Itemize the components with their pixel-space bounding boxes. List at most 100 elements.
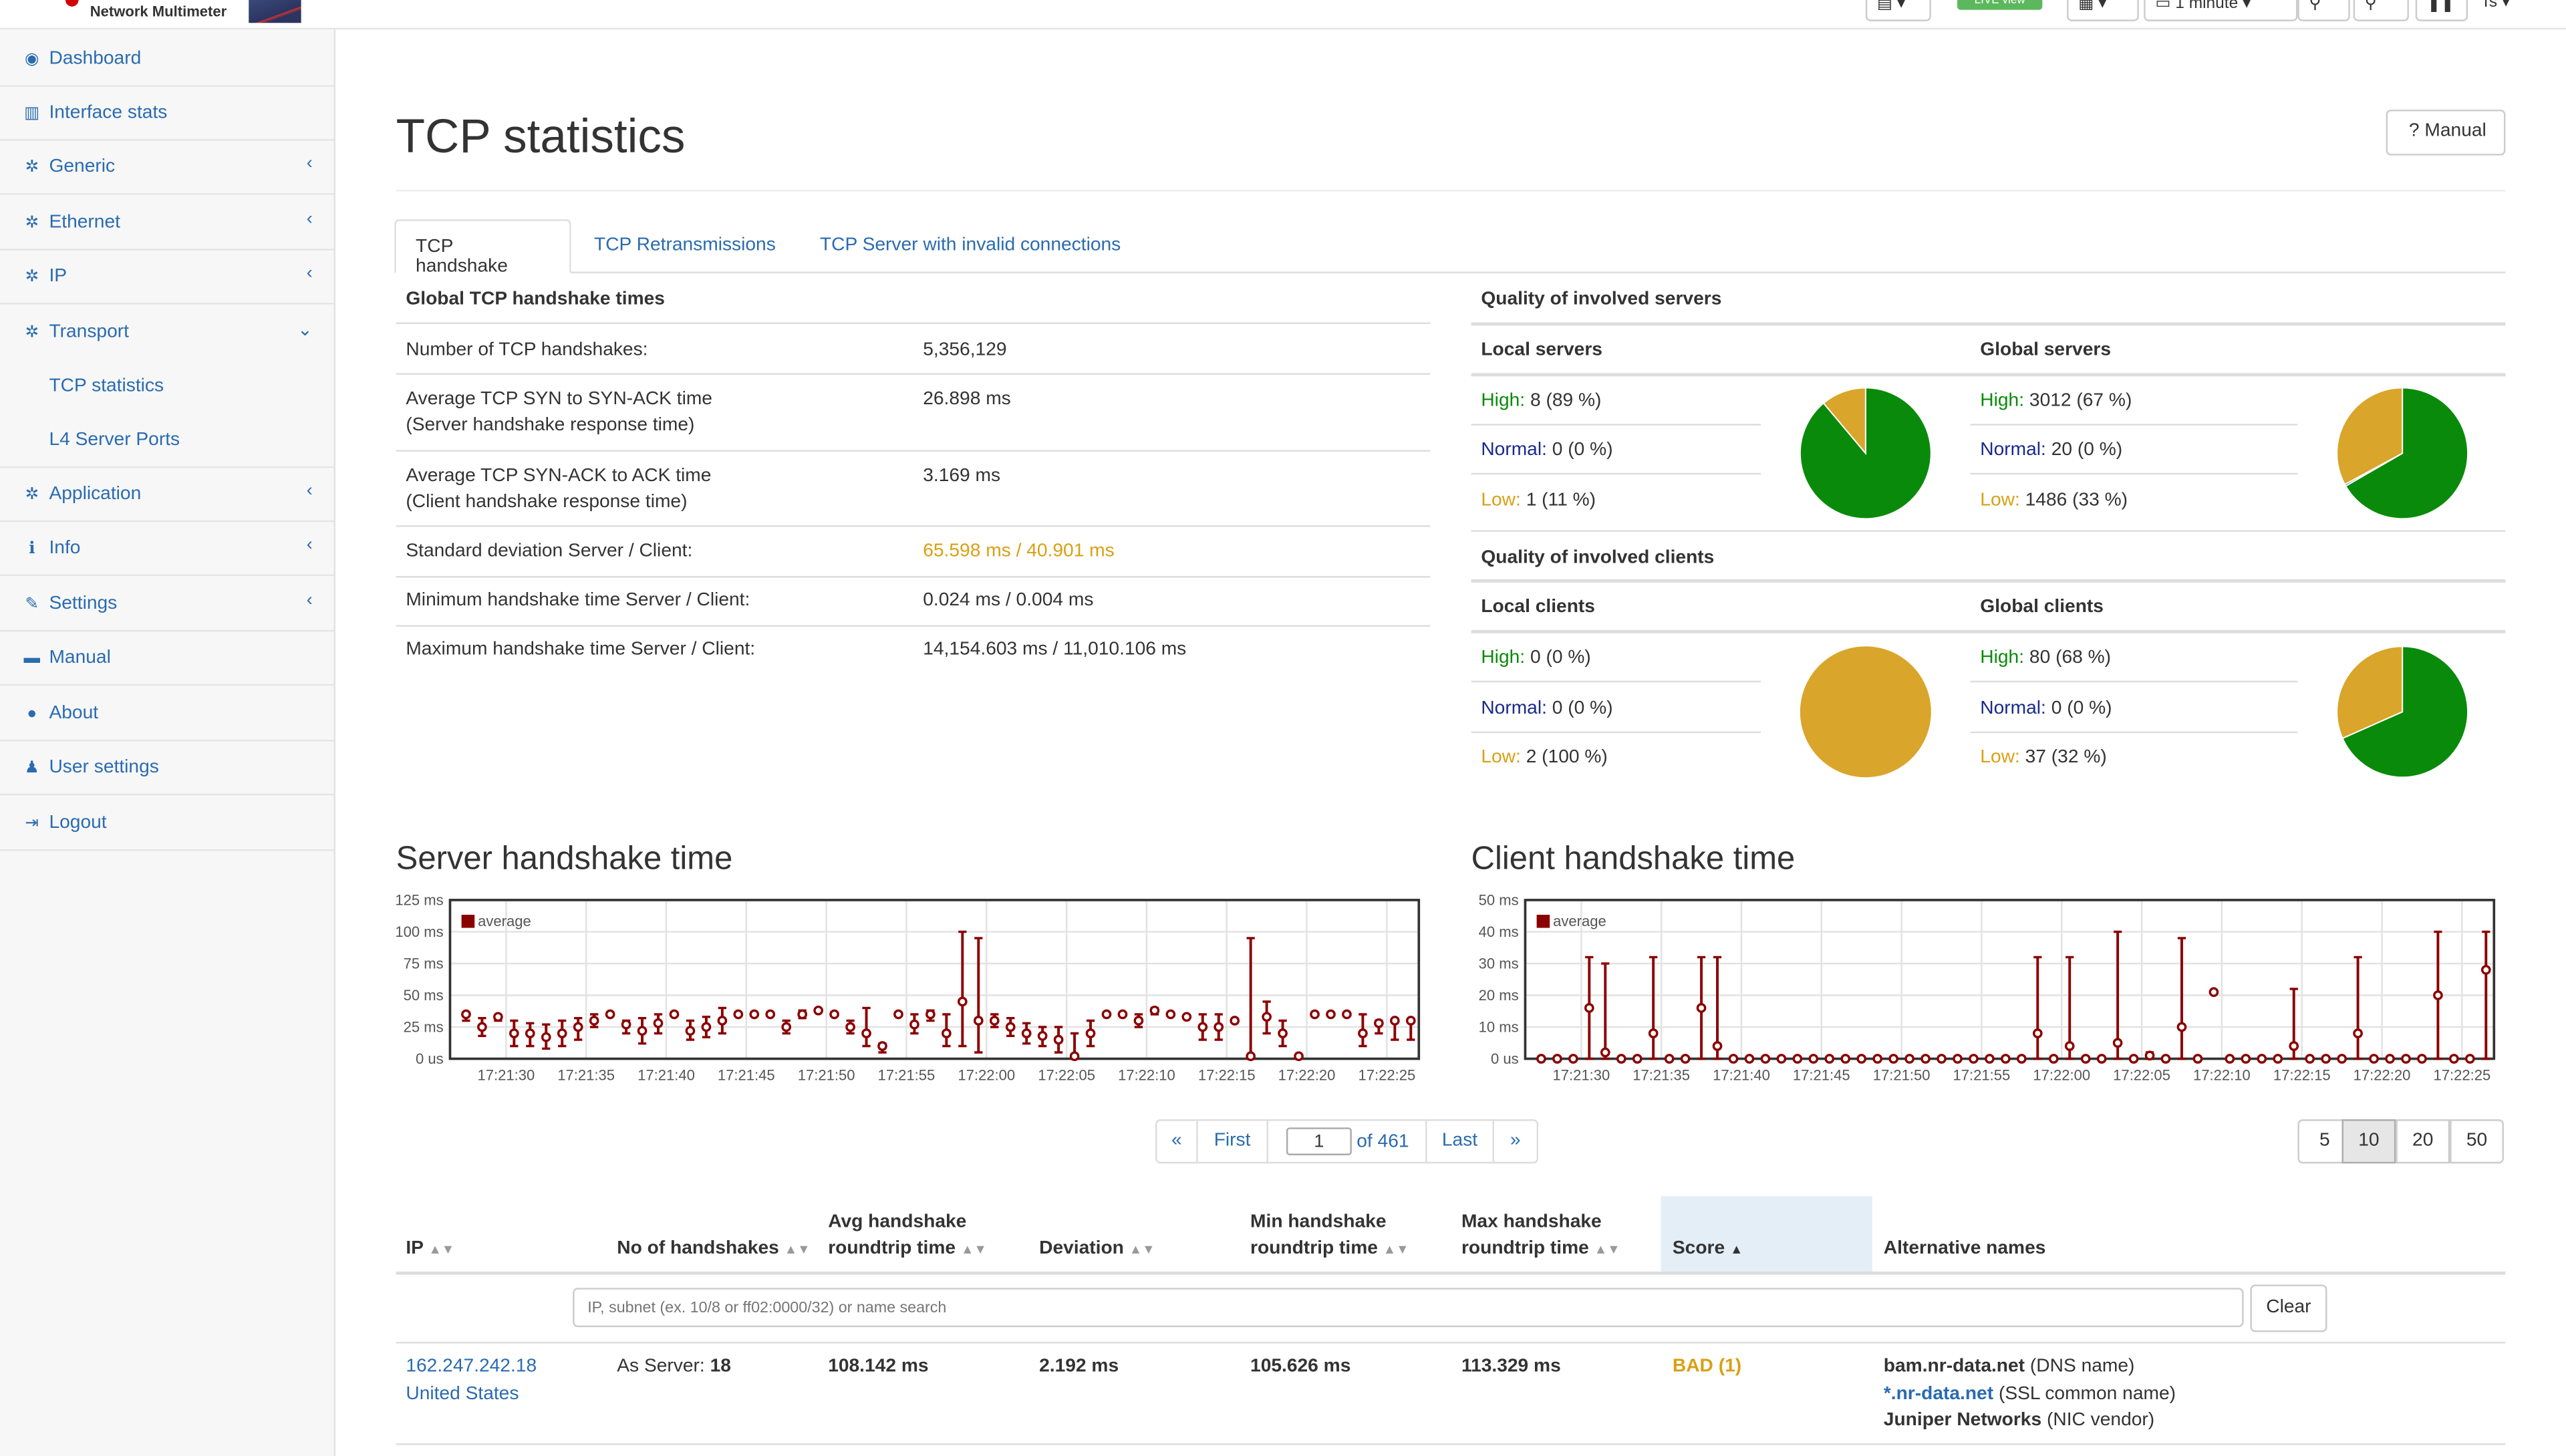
sort-asc-icon: ▲ (1730, 1242, 1743, 1257)
sidebar-item-application[interactable]: ✲ Application ‹ (0, 468, 334, 523)
sidebar-item-logout[interactable]: ⇥ Logout (0, 797, 334, 851)
data-point (797, 1009, 808, 1020)
country-link[interactable]: United States (406, 1384, 519, 1405)
ip-search-input[interactable] (573, 1288, 2244, 1328)
data-point (989, 1016, 1000, 1026)
column-header-score[interactable]: Score ▲ (1673, 1235, 1743, 1264)
score-column-highlight (1661, 1196, 1872, 1274)
sidebar-item-label: Generic (49, 157, 116, 177)
data-point (2241, 1054, 2251, 1064)
data-point (1872, 1054, 1883, 1064)
data-point (573, 1022, 583, 1032)
alt-name-type: (NIC vendor) (2046, 1411, 2155, 1431)
top-bar: Network Multimeter ▤ ▾ LIVE view ▦ ▾ ▭ 1… (0, 0, 2566, 30)
data-point (845, 1022, 855, 1032)
column-header-handshakes[interactable]: No of handshakes ▲▼ (617, 1235, 810, 1264)
sidebar-item-interface-stats[interactable]: ▥ Interface stats (0, 87, 334, 141)
pager-prev-button[interactable]: « (1155, 1119, 1198, 1164)
info-icon: ℹ (29, 540, 35, 559)
data-point (1536, 1054, 1546, 1064)
clear-filter-button[interactable]: Clear (2250, 1284, 2327, 1332)
table-divider (1970, 731, 2298, 734)
server-handshake-chart: 0 us 25 ms 50 ms 75 ms 100 ms 125 ms 17:21:30 1… (395, 891, 1421, 1083)
min-value: 105.626 ms (1250, 1356, 1351, 1376)
page-number-input[interactable] (1286, 1127, 1352, 1155)
alt-name: bam.nr-data.net (1883, 1356, 2025, 1376)
sidebar-item-ip[interactable]: ✲ IP ‹ (0, 251, 334, 305)
sidebar-item-dashboard[interactable]: ◉ Dashboard (0, 33, 334, 87)
alt-name: Juniper Networks (1883, 1411, 2042, 1431)
column-header-deviation[interactable]: Deviation ▲▼ (1039, 1235, 1155, 1264)
column-header-max[interactable]: Max handshake roundtrip time ▲▼ (1461, 1209, 1620, 1264)
handshake-role-label: As Server: (617, 1356, 705, 1376)
sidebar-item-manual[interactable]: ▬ Manual (0, 631, 334, 686)
data-point (1358, 1028, 1368, 1038)
sidebar-item-tcp-statistics[interactable]: TCP statistics (0, 360, 334, 414)
y-tick-label: 30 ms (1479, 955, 1519, 972)
data-point (477, 1022, 487, 1032)
gear-icon: ✲ (25, 486, 39, 504)
sidebar-item-user-settings[interactable]: ♟ User settings (0, 741, 334, 796)
sidebar-item-transport[interactable]: ✲ Transport ⌄ (0, 306, 334, 360)
page-size-20-button[interactable]: 20 (2396, 1119, 2450, 1164)
low-value: 1486 (33 %) (2025, 490, 2128, 511)
data-point (2321, 1054, 2331, 1064)
stat-value: 65.598 ms / 40.901 ms (923, 541, 1115, 562)
user-menu[interactable]: Ts ▾ (2470, 0, 2543, 21)
manual-button[interactable]: ? Manual (2386, 110, 2506, 156)
ip-link[interactable]: 162.247.242.18 (406, 1356, 537, 1376)
stat-label: Number of TCP handshakes: (406, 340, 648, 360)
column-header-ip[interactable]: IP ▲▼ (406, 1235, 454, 1264)
data-point (1568, 1054, 1578, 1064)
data-point (1937, 1054, 1947, 1064)
column-header-label: Max handshake (1461, 1212, 1602, 1233)
pager-last-button[interactable]: Last (1425, 1119, 1494, 1164)
data-point (1389, 1016, 1400, 1026)
live-view-badge[interactable]: LIVE view (1957, 0, 2043, 10)
y-tick-label: 125 ms (395, 891, 443, 908)
alt-name-link[interactable]: *.nr-data.net (1883, 1384, 1994, 1405)
y-tick-label: 10 ms (1479, 1018, 1519, 1035)
data-point (1985, 1054, 1995, 1064)
table-divider (1471, 472, 1761, 475)
sidebar: ◉ Dashboard ▥ Interface stats ✲ Generic ‹ ✲ E… (0, 29, 336, 1456)
sidebar-item-l4-server-ports[interactable]: L4 Server Ports (0, 414, 334, 468)
pager-next-button[interactable]: » (1492, 1119, 1539, 1164)
interval-select[interactable]: ▭ 1 minute ▾ (2144, 0, 2298, 21)
alt-name-vendor: Juniper Networks (NIC vendor) (1884, 1407, 2154, 1433)
calendar-menu-button[interactable]: ▦ ▾ (2067, 0, 2139, 21)
data-point (2337, 1054, 2347, 1064)
pager-first-button[interactable]: First (1196, 1119, 1268, 1164)
column-header-label: roundtrip time (828, 1238, 956, 1259)
sort-icon: ▲▼ (784, 1242, 811, 1257)
page-size-50-button[interactable]: 50 (2450, 1119, 2504, 1164)
search-button[interactable]: ⚲ (2353, 0, 2409, 21)
page-size-10-button[interactable]: 10 (2341, 1119, 2396, 1164)
zoom-out-button[interactable]: ⚲ (2297, 0, 2350, 21)
x-tick-label: 17:22:05 (2113, 1066, 2170, 1083)
data-point (1310, 1009, 1320, 1020)
stat-value: 0.024 ms / 0.004 ms (923, 591, 1094, 611)
tab-tcp-invalid-connections[interactable]: TCP Server with invalid connections (819, 235, 1121, 256)
tab-tcp-handshake[interactable]: TCP handshake (394, 219, 571, 277)
tab-tcp-retransmissions[interactable]: TCP Retransmissions (593, 235, 776, 256)
sidebar-item-ethernet[interactable]: ✲ Ethernet ‹ (0, 196, 334, 251)
pause-button[interactable]: ❚❚ (2415, 0, 2468, 21)
column-header-avg[interactable]: Avg handshake roundtrip time ▲▼ (828, 1209, 987, 1264)
column-header-min[interactable]: Min handshake roundtrip time ▲▼ (1250, 1209, 1409, 1264)
sidebar-item-generic[interactable]: ✲ Generic ‹ (0, 141, 334, 195)
column-header-label: Min handshake (1250, 1212, 1387, 1233)
table-divider (1471, 629, 2506, 633)
sidebar-item-info[interactable]: ℹ Info ‹ (0, 522, 334, 577)
y-tick-label: 40 ms (1479, 923, 1519, 940)
sidebar-item-label: Manual (49, 647, 111, 668)
data-point (2289, 1041, 2299, 1051)
sidebar-item-about[interactable]: ● About (0, 688, 334, 742)
x-tick-label: 17:22:25 (2433, 1066, 2490, 1083)
save-menu-button[interactable]: ▤ ▾ (1865, 0, 1931, 21)
sidebar-item-settings[interactable]: ✎ Settings ‹ (0, 577, 334, 632)
legend-swatch (1536, 914, 1550, 928)
data-point (493, 1012, 503, 1022)
local-servers-high: High: 8 (89 %) (1481, 388, 1601, 414)
data-point (653, 1018, 664, 1028)
